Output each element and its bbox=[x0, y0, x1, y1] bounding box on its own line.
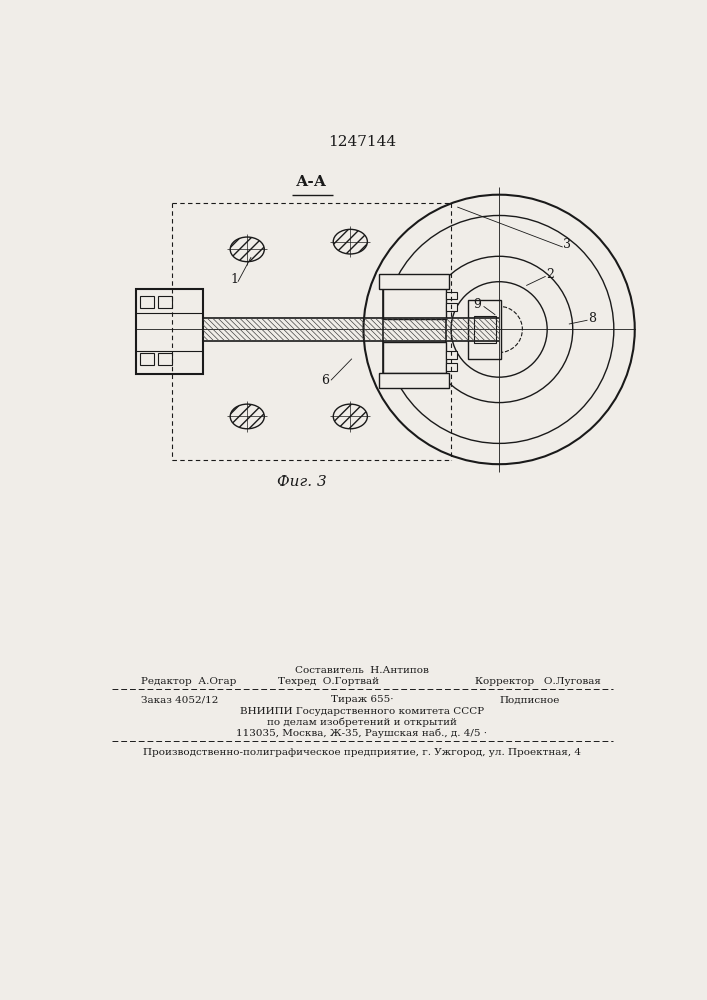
Bar bbox=[158, 353, 172, 365]
Text: Фиг. 3: Фиг. 3 bbox=[276, 475, 327, 489]
Text: 9: 9 bbox=[474, 298, 481, 311]
Text: 3: 3 bbox=[563, 238, 571, 251]
Bar bbox=[383, 342, 446, 373]
Bar bbox=[446, 292, 457, 299]
Text: 6: 6 bbox=[321, 374, 329, 387]
Text: Техред  О.Гортвай: Техред О.Гортвай bbox=[278, 677, 379, 686]
Bar bbox=[158, 296, 172, 308]
Bar bbox=[446, 351, 457, 359]
Text: 113035, Москва, Ж-35, Раушская наб., д. 4/5 ·: 113035, Москва, Ж-35, Раушская наб., д. … bbox=[236, 728, 487, 738]
Bar bbox=[383, 288, 446, 373]
Text: 2: 2 bbox=[547, 267, 554, 280]
Text: 8: 8 bbox=[588, 312, 596, 325]
Text: 1: 1 bbox=[230, 273, 238, 286]
Text: Производственно-полиграфическое предприятие, г. Ужгород, ул. Проектная, 4: Производственно-полиграфическое предприя… bbox=[143, 748, 581, 757]
Text: А-А: А-А bbox=[296, 175, 327, 189]
Text: 1247144: 1247144 bbox=[328, 135, 396, 149]
Ellipse shape bbox=[230, 404, 264, 429]
Text: Редактор  А.Огар: Редактор А.Огар bbox=[141, 677, 236, 686]
Bar bbox=[379, 274, 449, 289]
Text: по делам изобретений и открытий: по делам изобретений и открытий bbox=[267, 717, 457, 727]
Ellipse shape bbox=[333, 404, 368, 429]
Bar bbox=[474, 316, 496, 343]
Text: Подписное: Подписное bbox=[500, 695, 561, 704]
Bar bbox=[140, 353, 154, 365]
Bar bbox=[379, 373, 449, 388]
Bar bbox=[140, 296, 154, 308]
Bar bbox=[446, 363, 457, 371]
Bar bbox=[136, 289, 203, 374]
Text: Составитель  Н.Антипов: Составитель Н.Антипов bbox=[295, 666, 429, 675]
Text: Корректор   О.Луговая: Корректор О.Луговая bbox=[475, 677, 601, 686]
Text: ВНИИПИ Государственного комитета СССР: ВНИИПИ Государственного комитета СССР bbox=[240, 707, 484, 716]
Bar bbox=[383, 288, 446, 319]
Bar bbox=[446, 303, 457, 311]
Ellipse shape bbox=[333, 229, 368, 254]
Text: Заказ 4052/12: Заказ 4052/12 bbox=[141, 695, 218, 704]
Text: Тираж 655·: Тираж 655· bbox=[331, 695, 393, 704]
Ellipse shape bbox=[230, 237, 264, 262]
Bar bbox=[468, 300, 501, 359]
